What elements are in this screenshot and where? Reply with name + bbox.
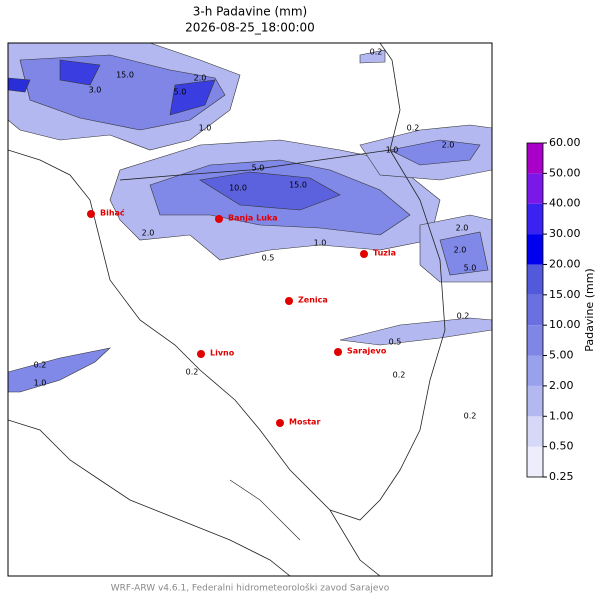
contour-label: 3.0 <box>89 86 102 95</box>
contour-label: 2.0 <box>456 224 469 233</box>
title: 3-h Padavine (mm) <box>193 5 307 19</box>
colorbar-tick-label: 60.00 <box>549 136 581 149</box>
colorbar-segment <box>527 446 543 477</box>
colorbar-segment <box>527 355 543 386</box>
colorbar-tick-label: 20.00 <box>549 257 581 270</box>
contour-label: 1.0 <box>314 239 327 248</box>
contour-label: 5.0 <box>174 88 187 97</box>
map: 5.0 2.0 15.0 3.0 1.0 10.0 15.0 5.0 2.0 1.0 0.5 2.0 5… <box>7 42 493 577</box>
contour-label: 15.0 <box>289 181 307 190</box>
contour-label: 5.0 <box>252 164 265 173</box>
city-marker <box>360 250 368 258</box>
colorbar-segment <box>527 143 543 174</box>
city-marker <box>334 348 342 356</box>
colorbar-tick-label: 30.00 <box>549 227 581 240</box>
contour-label: 2.0 <box>142 229 155 238</box>
colorbar-label: Padavine (mm) <box>583 268 596 351</box>
city-marker <box>87 210 95 218</box>
city-marker <box>197 350 205 358</box>
contour-label: 2.0 <box>194 74 207 83</box>
contour-label: 0.2 <box>407 124 420 133</box>
city-label: Livno <box>210 349 235 358</box>
city-label: Banja Luka <box>228 214 278 223</box>
city-label: Bihać <box>100 208 125 218</box>
colorbar-tick-label: 1.00 <box>549 409 574 422</box>
city-marker <box>285 297 293 305</box>
contour-label: 1.0 <box>34 379 47 388</box>
colorbar-tick-label: 50.00 <box>549 166 581 179</box>
colorbar-segment <box>527 173 543 204</box>
colorbar-segment <box>527 416 543 447</box>
contour-label: 0.2 <box>464 412 477 421</box>
colorbar-tick-label: 2.00 <box>549 379 574 392</box>
colorbar-tick-label: 0.50 <box>549 440 574 453</box>
city-marker <box>276 419 284 427</box>
city-label: Tuzla <box>373 249 396 258</box>
colorbar-segment <box>527 234 543 265</box>
colorbar-segment <box>527 294 543 326</box>
contour-label: 0.2 <box>457 312 470 321</box>
colorbar-tick-label: 5.00 <box>549 349 574 362</box>
contour-label: 2.0 <box>442 141 455 150</box>
contour-label: 15.0 <box>116 71 134 80</box>
contour-label: 0.2 <box>34 361 47 370</box>
city-label: Sarajevo <box>347 347 387 356</box>
contour-label: 0.5 <box>389 338 402 347</box>
colorbar-segment <box>527 385 543 417</box>
city-label: Mostar <box>289 418 320 427</box>
colorbar-tick-label: 40.00 <box>549 197 581 210</box>
contour-label: 0.2 <box>393 371 406 380</box>
colorbar-frame <box>526 142 544 478</box>
contour-label: 1.0 <box>386 146 399 155</box>
city-marker <box>215 215 223 223</box>
subtitle: 2026-08-25_18:00:00 <box>185 21 315 35</box>
contour-label: 1.0 <box>199 124 212 133</box>
colorbar: 0.25 0.50 1.00 2.00 5.00 10.00 15.00 20.00 30.00… <box>526 136 581 483</box>
city-label: Zenica <box>298 296 328 305</box>
colorbar-tick-label: 0.25 <box>549 470 574 483</box>
contour-label: 5.0 <box>464 264 477 273</box>
contour-label: 0.2 <box>186 368 199 377</box>
colorbar-segment <box>527 203 543 235</box>
footer: WRF-ARW v4.6.1, Federalni hidrometeorolo… <box>111 583 390 594</box>
contour-label: 0.5 <box>262 254 275 263</box>
colorbar-segment <box>527 264 543 295</box>
colorbar-tick-label: 10.00 <box>549 318 581 331</box>
contour-label: 10.0 <box>229 184 247 193</box>
colorbar-tick-label: 15.00 <box>549 288 581 301</box>
colorbar-segment <box>527 325 543 356</box>
contour-label: 2.0 <box>454 246 467 255</box>
contour-label: 0.2 <box>370 48 383 57</box>
